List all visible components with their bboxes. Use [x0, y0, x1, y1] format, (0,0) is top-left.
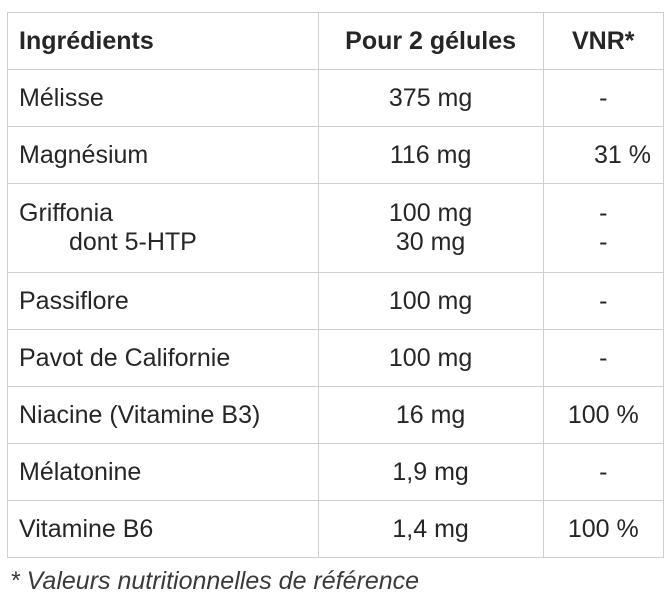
- ingredient-vnr-cell: - -: [542, 183, 664, 273]
- header-amount: Pour 2 gélules: [317, 12, 544, 70]
- ingredient-name: Pavot de Californie: [7, 329, 319, 387]
- table-row: Pavot de Californie 100 mg -: [7, 329, 664, 387]
- ingredient-name-cell: Griffonia dont 5-HTP: [7, 183, 319, 273]
- ingredient-vnr: -: [599, 199, 608, 227]
- sub-ingredient-vnr: -: [599, 228, 608, 256]
- ingredient-vnr: -: [542, 329, 664, 387]
- ingredient-amount: 16 mg: [317, 386, 544, 444]
- nutrition-table: Ingrédients Pour 2 gélules VNR* Mélisse …: [7, 12, 664, 558]
- ingredient-amount: 116 mg: [317, 126, 544, 184]
- ingredient-amount: 375 mg: [317, 69, 544, 127]
- ingredient-name: Vitamine B6: [7, 500, 319, 558]
- ingredient-vnr: -: [542, 69, 664, 127]
- ingredient-amount: 100 mg: [317, 329, 544, 387]
- table-row: Mélisse 375 mg -: [7, 69, 664, 127]
- table-row: Griffonia dont 5-HTP 100 mg 30 mg - -: [7, 183, 664, 273]
- ingredient-amount: 100 mg: [317, 272, 544, 330]
- ingredient-name: Magnésium: [7, 126, 319, 184]
- ingredient-vnr: 31 %: [542, 126, 664, 184]
- ingredient-name: Griffonia: [19, 199, 114, 227]
- ingredient-vnr: -: [542, 272, 664, 330]
- ingredient-name: Mélatonine: [7, 443, 319, 501]
- header-ingredients: Ingrédients: [7, 12, 319, 70]
- ingredient-amount: 100 mg: [388, 199, 473, 227]
- ingredient-name: Mélisse: [7, 69, 319, 127]
- table-row: Passiflore 100 mg -: [7, 272, 664, 330]
- table-header-row: Ingrédients Pour 2 gélules VNR*: [7, 12, 664, 70]
- ingredient-vnr: -: [542, 443, 664, 501]
- ingredient-amount: 1,4 mg: [317, 500, 544, 558]
- sub-ingredient-name: dont 5-HTP: [69, 228, 197, 256]
- footnote: * Valeurs nutritionnelles de référence: [10, 567, 420, 595]
- table-row: Niacine (Vitamine B3) 16 mg 100 %: [7, 386, 664, 444]
- ingredient-amount: 1,9 mg: [317, 443, 544, 501]
- table-row: Magnésium 116 mg 31 %: [7, 126, 664, 184]
- header-vnr: VNR*: [542, 12, 664, 70]
- ingredient-vnr: 100 %: [542, 386, 664, 444]
- ingredient-name: Niacine (Vitamine B3): [7, 386, 319, 444]
- sub-ingredient-amount: 30 mg: [395, 228, 466, 256]
- ingredient-vnr: 100 %: [542, 500, 664, 558]
- ingredient-amount-cell: 100 mg 30 mg: [317, 183, 544, 273]
- ingredient-name: Passiflore: [7, 272, 319, 330]
- table-row: Vitamine B6 1,4 mg 100 %: [7, 500, 664, 558]
- table-row: Mélatonine 1,9 mg -: [7, 443, 664, 501]
